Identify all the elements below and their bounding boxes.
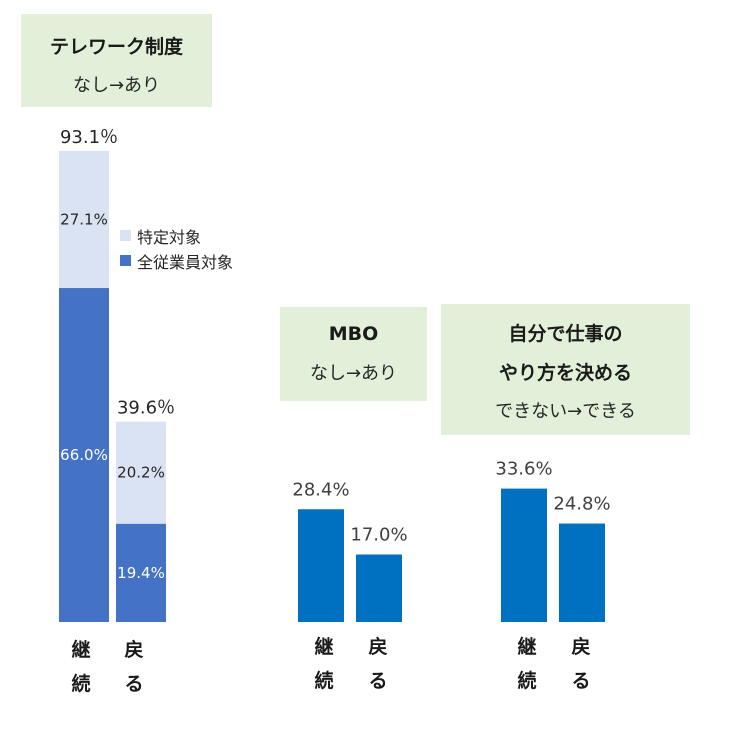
discretion-title-line2: やり方を決める bbox=[498, 362, 632, 384]
xlabel-mbo-continue: 継 続 bbox=[311, 630, 337, 698]
bar bbox=[559, 523, 605, 622]
discretion-subtitle: できない→できる bbox=[495, 401, 636, 422]
discretion-box: 自分で仕事の やり方を決める できない→できる bbox=[441, 304, 690, 435]
legend-label-all: 全従業員対象 bbox=[137, 252, 234, 272]
mbo-box: MBO なし→あり bbox=[280, 307, 427, 401]
xlabel-telework-continue: 継 続 bbox=[68, 633, 94, 701]
xlabel-char: る bbox=[368, 670, 388, 692]
bar bbox=[298, 509, 344, 622]
total-label: 93.1％ bbox=[60, 127, 118, 148]
xlabel-char: 継 bbox=[517, 636, 537, 658]
telework-box: テレワーク制度 なし→あり bbox=[21, 14, 212, 107]
xlabel-char: 戻 bbox=[368, 636, 388, 658]
legend-swatch-all bbox=[120, 255, 131, 266]
bar bbox=[501, 488, 547, 622]
xlabel-char: る bbox=[571, 670, 591, 692]
data-label: 33.6% bbox=[495, 459, 552, 480]
xlabel-mbo-return: 戻 る bbox=[365, 630, 391, 698]
xlabel-char: る bbox=[124, 673, 144, 695]
xlabel-char: 続 bbox=[71, 673, 91, 695]
data-label: 17.0% bbox=[350, 525, 407, 546]
data-label-specific: 20.2% bbox=[117, 464, 165, 482]
data-label-all: 19.4% bbox=[117, 564, 165, 582]
bar-specific bbox=[116, 421, 166, 524]
legend-item-all: 全従業員対象 bbox=[120, 248, 233, 273]
data-label: 24.8% bbox=[553, 494, 610, 515]
mbo-subtitle: なし→あり bbox=[309, 363, 398, 384]
bar-specific bbox=[59, 150, 109, 289]
xlabel-char: 継 bbox=[314, 636, 334, 658]
legend-item-specific: 特定対象 bbox=[120, 223, 233, 248]
mbo-title: MBO bbox=[328, 323, 379, 345]
bar bbox=[356, 554, 402, 622]
bar-all bbox=[59, 288, 109, 622]
telework-subtitle: なし→あり bbox=[72, 75, 161, 96]
xlabel-discretion-return: 戻 る bbox=[568, 630, 594, 698]
data-label: 28.4% bbox=[292, 479, 349, 500]
telework-title: テレワーク制度 bbox=[49, 36, 183, 58]
xlabel-char: 戻 bbox=[124, 639, 144, 661]
data-label-specific: 27.1% bbox=[60, 210, 108, 228]
xlabel-telework-return: 戻 る bbox=[121, 633, 147, 701]
discretion-title-line1: 自分で仕事の bbox=[508, 323, 623, 345]
legend: 特定対象 全従業員対象 bbox=[120, 223, 233, 273]
xlabel-char: 続 bbox=[314, 670, 334, 692]
data-label-all: 66.0% bbox=[60, 446, 108, 464]
bar-all bbox=[116, 523, 166, 622]
xlabel-char: 戻 bbox=[571, 636, 591, 658]
xlabel-char: 継 bbox=[71, 639, 91, 661]
total-label: 39.6％ bbox=[117, 398, 175, 419]
legend-label-specific: 特定対象 bbox=[137, 227, 202, 247]
legend-swatch-specific bbox=[120, 230, 131, 241]
xlabel-discretion-continue: 継 続 bbox=[514, 630, 540, 698]
xlabel-char: 続 bbox=[517, 670, 537, 692]
